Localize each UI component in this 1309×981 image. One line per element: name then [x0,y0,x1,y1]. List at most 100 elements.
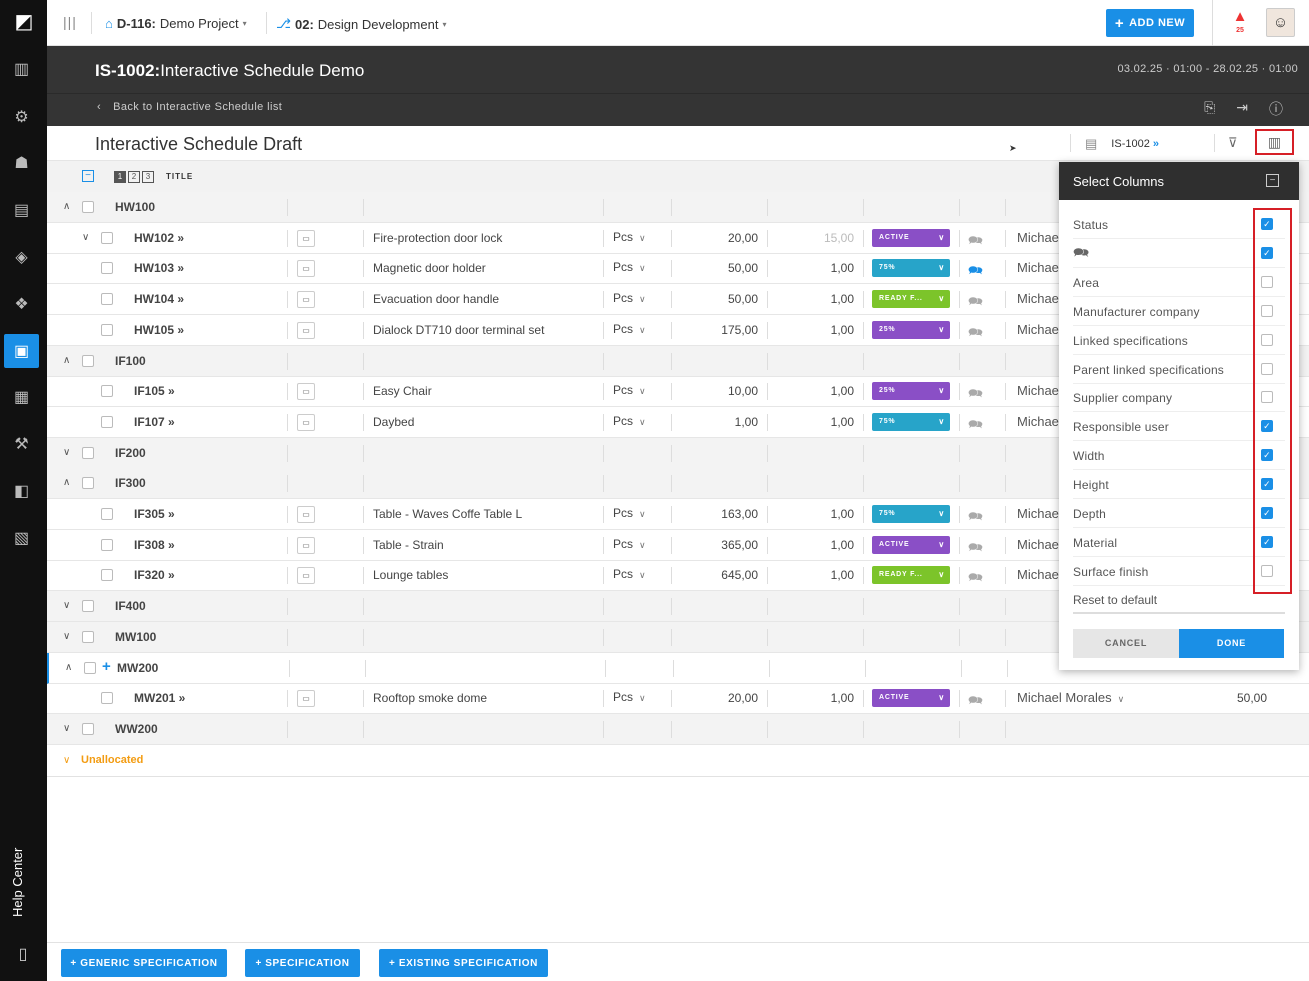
row-checkbox[interactable] [84,661,96,674]
thumbnail-image[interactable]: ▭ [297,321,315,339]
menu-icon[interactable]: ||| [63,14,77,30]
column-option[interactable]: Supplier company [1073,383,1285,413]
column-option[interactable]: Manufacturer company [1073,297,1285,326]
cancel-button[interactable]: CANCEL [1073,629,1179,658]
clipboard-icon[interactable]: ▤ [13,202,30,219]
table-row[interactable]: MW201 » ▭ Rooftop smoke dome Pcs ∨ 20,00 1,00 A… [47,683,1309,715]
unit-select[interactable]: Pcs ∨ [613,383,646,398]
spec-code-link[interactable]: HW103 » [134,261,185,276]
quantity-value[interactable]: 50,00 [727,292,758,307]
share-icon[interactable]: ⇥ [1236,99,1248,115]
thumbnail-image[interactable]: ▭ [297,506,315,523]
responsible-user[interactable]: Michae [1017,506,1059,521]
documents-icon[interactable]: ▦ [13,389,30,406]
thumbnail-image[interactable]: ▭ [297,229,315,247]
chevron-down-icon[interactable]: ∨ [63,755,71,766]
row-checkbox[interactable] [101,262,113,275]
schedule-icon[interactable]: ▣ [4,334,39,368]
row-checkbox[interactable] [101,323,113,336]
comment-icon[interactable]: 🗪 [968,693,983,708]
unit-select[interactable]: Pcs ∨ [613,229,646,244]
column-option[interactable]: Linked specifications [1073,326,1285,355]
row-checkbox[interactable] [82,630,94,643]
group-row[interactable]: ∨ WW200 [47,713,1309,745]
add-generic-specification-button[interactable]: + GENERIC SPECIFICATION [61,949,227,977]
chevron-up-icon[interactable]: ∧ [63,354,71,366]
status-badge[interactable]: READY F... ∨ [872,566,950,585]
responsible-user[interactable]: Michae [1017,321,1059,337]
responsible-user[interactable]: Michae [1017,536,1059,552]
chevron-down-icon[interactable]: ∨ [63,630,71,642]
row-checkbox[interactable] [101,508,113,520]
table-row[interactable]: HW103 » ▭ Magnetic door holder Pcs ∨ 50,00 1,0… [47,253,1309,285]
spec-code-link[interactable]: MW201 » [134,691,186,706]
chevron-up-icon[interactable]: ∧ [63,201,71,212]
add-icon[interactable]: + [102,657,111,675]
column-option[interactable]: Area [1073,268,1285,297]
table-row[interactable]: HW105 » ▭ Dialock DT710 door terminal set P… [47,315,1309,346]
thumbnail-image[interactable]: ▭ [297,260,315,278]
quantity-value[interactable]: 50,00 [727,261,758,276]
row-checkbox[interactable] [82,201,94,213]
quantity-value[interactable]: 645,00 [721,568,758,583]
status-badge[interactable]: ACTIVE ∨ [872,228,950,247]
spec-code-link[interactable]: IF320 » [134,568,175,583]
column-option[interactable]: Height ✓ [1073,470,1285,500]
comment-icon[interactable]: 🗪 [968,509,983,523]
layers-icon[interactable]: ◈ [15,249,28,266]
notifications-button[interactable]: ▲ 25 [1230,9,1250,36]
status-badge[interactable]: 25% ∨ [872,320,950,339]
thumbnail-image[interactable]: ▭ [297,690,315,708]
comment-icon[interactable]: 🗪 [968,232,983,247]
responsible-user[interactable]: Michae [1017,291,1059,307]
comment-icon[interactable]: 🗪 [968,263,983,278]
status-badge[interactable]: ACTIVE ∨ [872,535,950,554]
column-option[interactable]: Status ✓ [1073,210,1285,239]
phase-selector[interactable]: ⎇ 02: Design Development ▾ [276,16,447,32]
table-row[interactable]: IF105 » ▭ Easy Chair Pcs ∨ 10,00 1,00 25% ∨ 🗪 Mich… [47,376,1309,408]
export-icon[interactable]: ⎘ [1204,99,1216,115]
row-checkbox[interactable] [101,415,113,428]
column-option[interactable]: Surface finish [1073,557,1285,586]
quantity-value[interactable]: 175,00 [721,322,758,337]
comment-icon[interactable]: 🗪 [968,324,983,339]
status-badge[interactable]: 75% ∨ [872,259,950,278]
book-icon[interactable]: ▯ [18,946,28,963]
chevron-down-icon[interactable]: ∨ [82,231,90,243]
layout-icon[interactable]: ◧ [13,483,30,500]
back-link[interactable]: ‹ Back to Interactive Schedule list [97,101,283,113]
status-badge[interactable]: 75% ∨ [872,412,950,431]
status-badge[interactable]: ACTIVE ∨ [872,689,950,708]
logo-icon[interactable]: ◩ [14,11,34,33]
column-checkbox[interactable]: ✓ [1261,246,1273,259]
avatar[interactable]: ☺ [1266,8,1295,37]
table-row[interactable]: IF308 » ▭ Table - Strain Pcs ∨ 365,00 1,00 ACTI… [47,530,1309,561]
column-checkbox[interactable]: ✓ [1261,535,1273,548]
auction-icon[interactable]: ⚒ [14,436,29,453]
filter-icon[interactable]: ⊽ [1228,135,1238,150]
settings-icon[interactable]: ⚙ [14,109,29,126]
rate-value[interactable]: 1,00 [830,322,854,337]
width-value[interactable]: 50,00 [1236,691,1267,706]
level-3[interactable]: 3 [142,171,154,183]
unit-select[interactable]: Pcs ∨ [613,321,646,336]
status-badge[interactable]: 25% ∨ [872,382,950,401]
row-checkbox[interactable] [82,446,94,459]
spec-code-link[interactable]: IF305 » [134,507,175,521]
column-option[interactable]: Width ✓ [1073,441,1285,471]
column-checkbox[interactable]: ✓ [1261,449,1273,462]
row-checkbox[interactable] [101,538,113,551]
column-checkbox[interactable] [1261,333,1273,346]
thumbnail-image[interactable]: ▭ [297,291,315,309]
unit-select[interactable]: Pcs ∨ [613,291,646,306]
thumbnail-image[interactable]: ▭ [297,383,315,401]
done-button[interactable]: DONE [1179,629,1284,658]
column-option[interactable]: Material ✓ [1073,528,1285,557]
row-checkbox[interactable] [101,692,113,705]
column-checkbox[interactable]: ✓ [1261,420,1273,433]
row-checkbox[interactable] [101,385,113,398]
column-checkbox[interactable] [1261,564,1273,577]
rate-value[interactable]: 1,00 [830,691,854,706]
unallocated-group[interactable]: ∨ Unallocated [47,746,1309,777]
comment-icon[interactable]: 🗪 [968,386,983,401]
